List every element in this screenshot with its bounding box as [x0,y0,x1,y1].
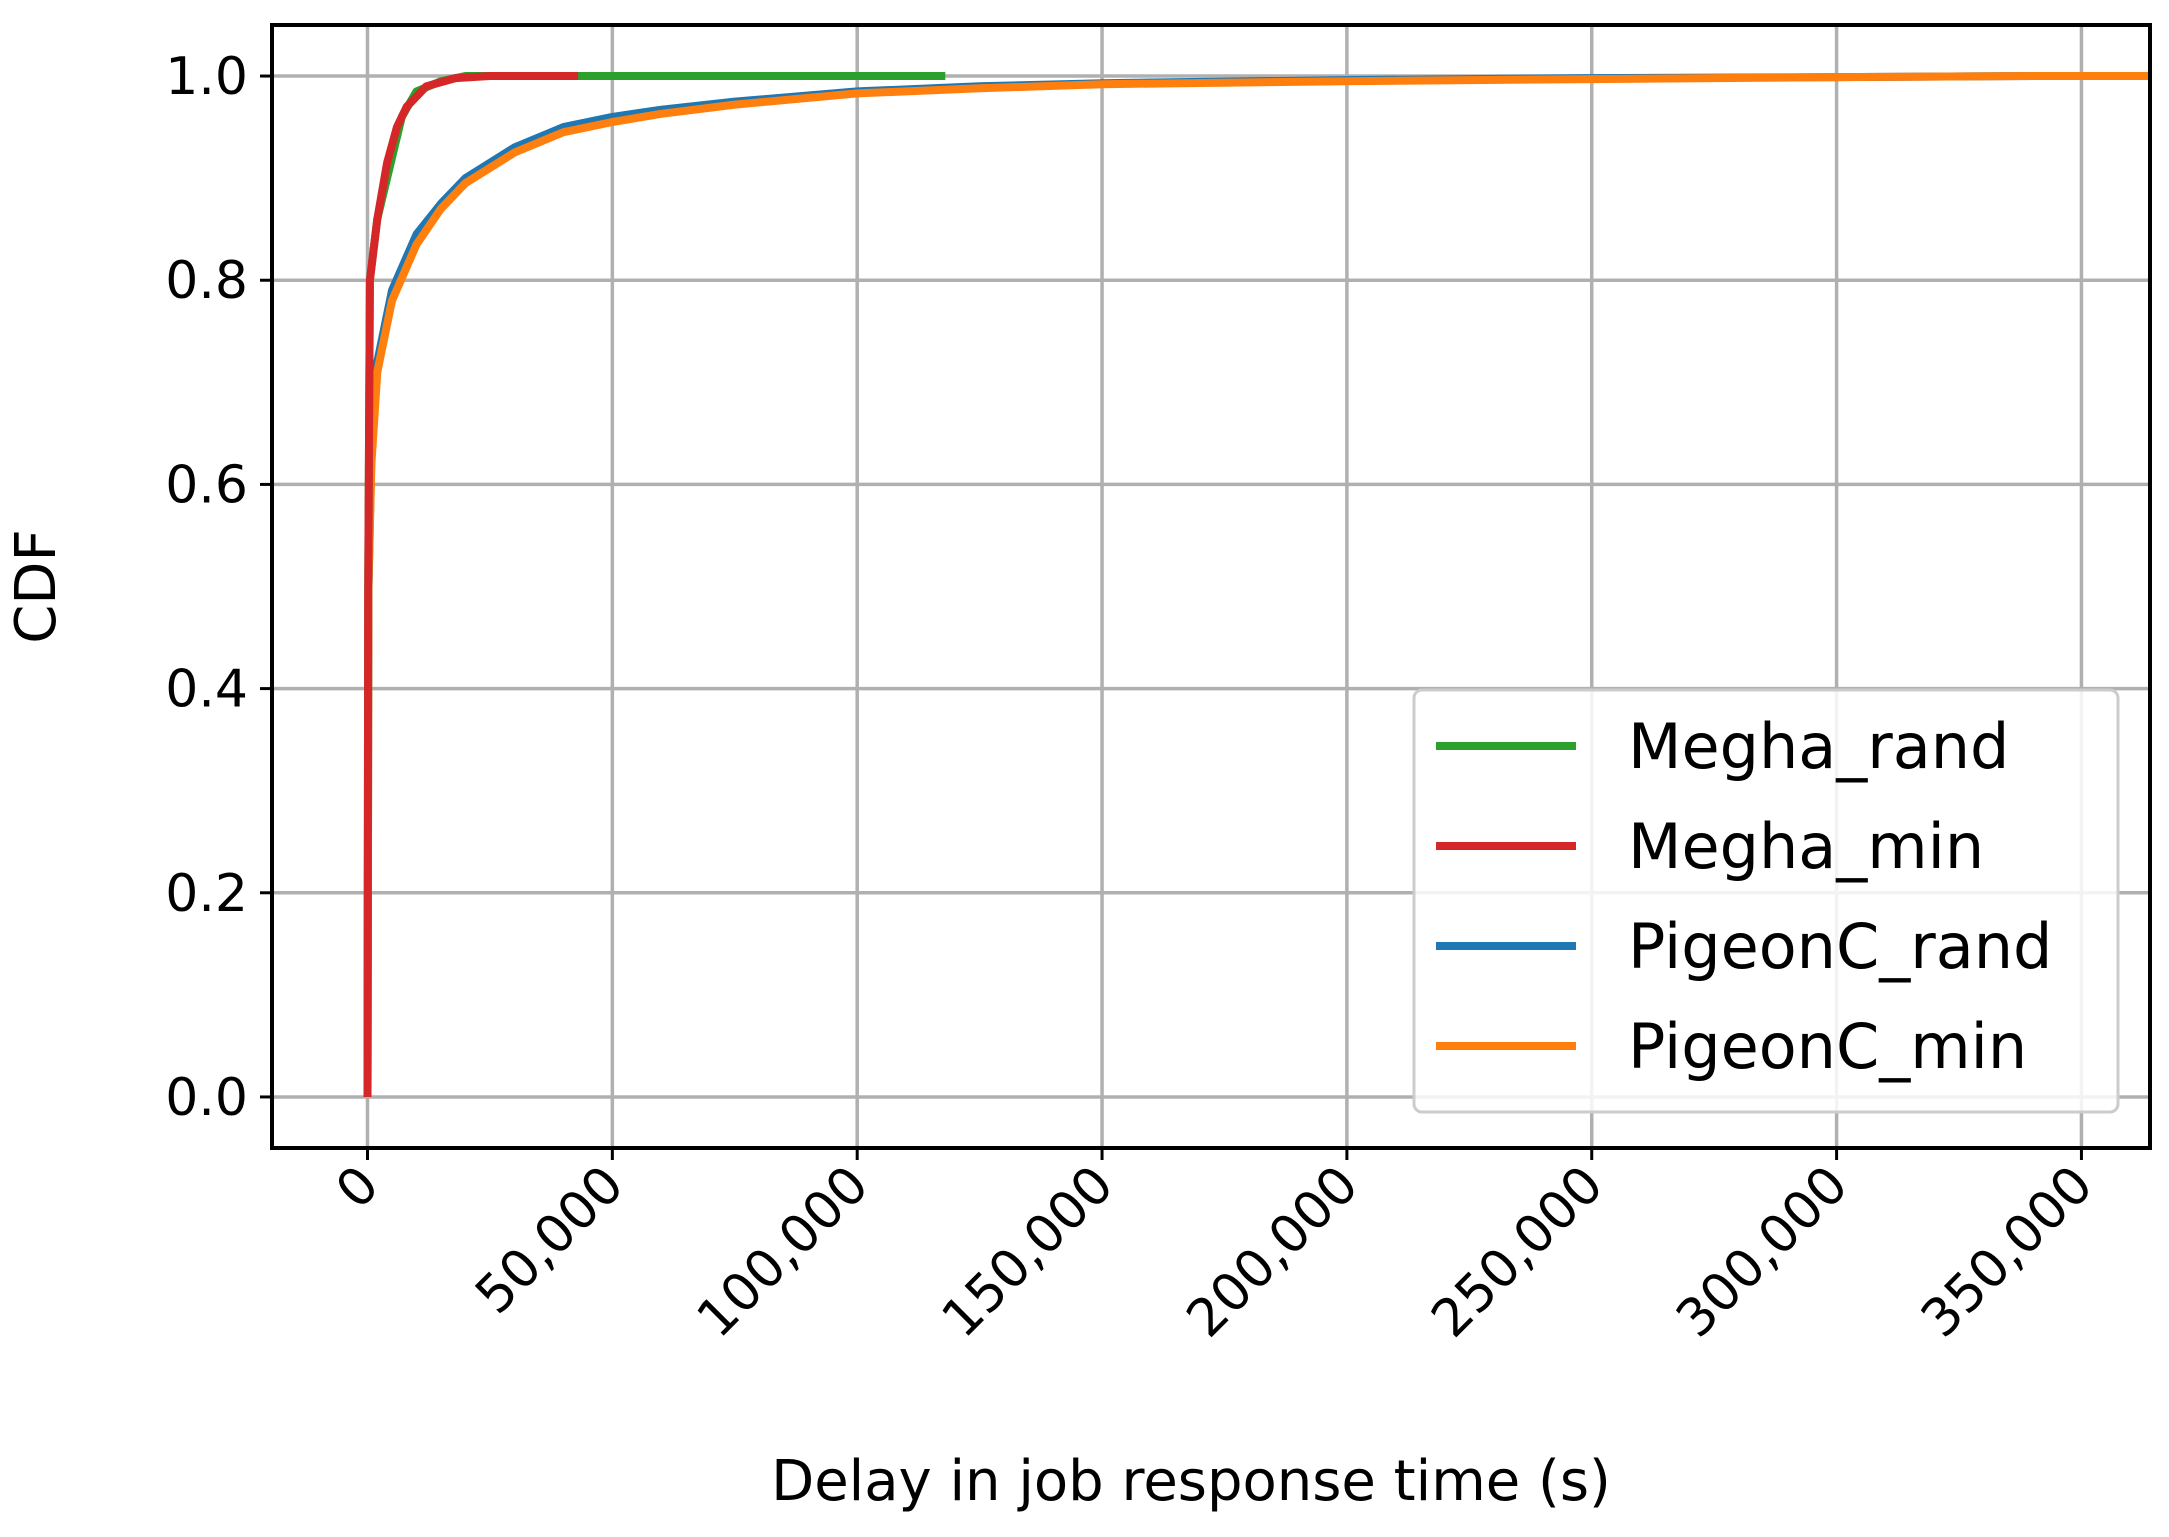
legend-box [1412,688,2120,1114]
y-tick-label: 0.0 [165,1068,248,1128]
plot-frame [270,23,2152,1150]
legend-label: Megha_min [1628,810,1984,883]
series-line-megha-min [363,72,579,1098]
x-axis-label: Delay in job response time (s) [771,1449,1611,1514]
y-tick-label: 0.4 [165,660,248,720]
y-axis: 0.0 0.2 0.4 0.6 0.8 1.0 [165,47,272,1128]
y-axis-label: CDF [4,529,69,643]
series-layer [363,72,2150,1098]
legend-label: Megha_rand [1628,710,2009,783]
y-tick-label: 0.8 [165,251,248,311]
series-line-pigeonc-min [363,72,2150,1098]
legend-label: PigeonC_rand [1628,910,2052,983]
legend-label: PigeonC_min [1628,1010,2027,1083]
legend: Megha_rand Megha_min PigeonC_rand PigeonC_m… [1412,688,2120,1114]
y-tick-label: 1.0 [165,47,248,107]
y-tick-label: 0.6 [165,455,248,515]
y-tick-label: 0.2 [165,864,248,924]
